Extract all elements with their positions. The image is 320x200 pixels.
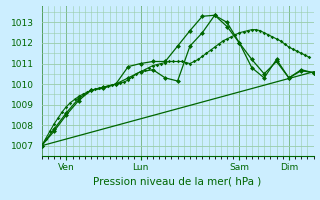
X-axis label: Pression niveau de la mer( hPa ): Pression niveau de la mer( hPa ): [93, 176, 262, 186]
